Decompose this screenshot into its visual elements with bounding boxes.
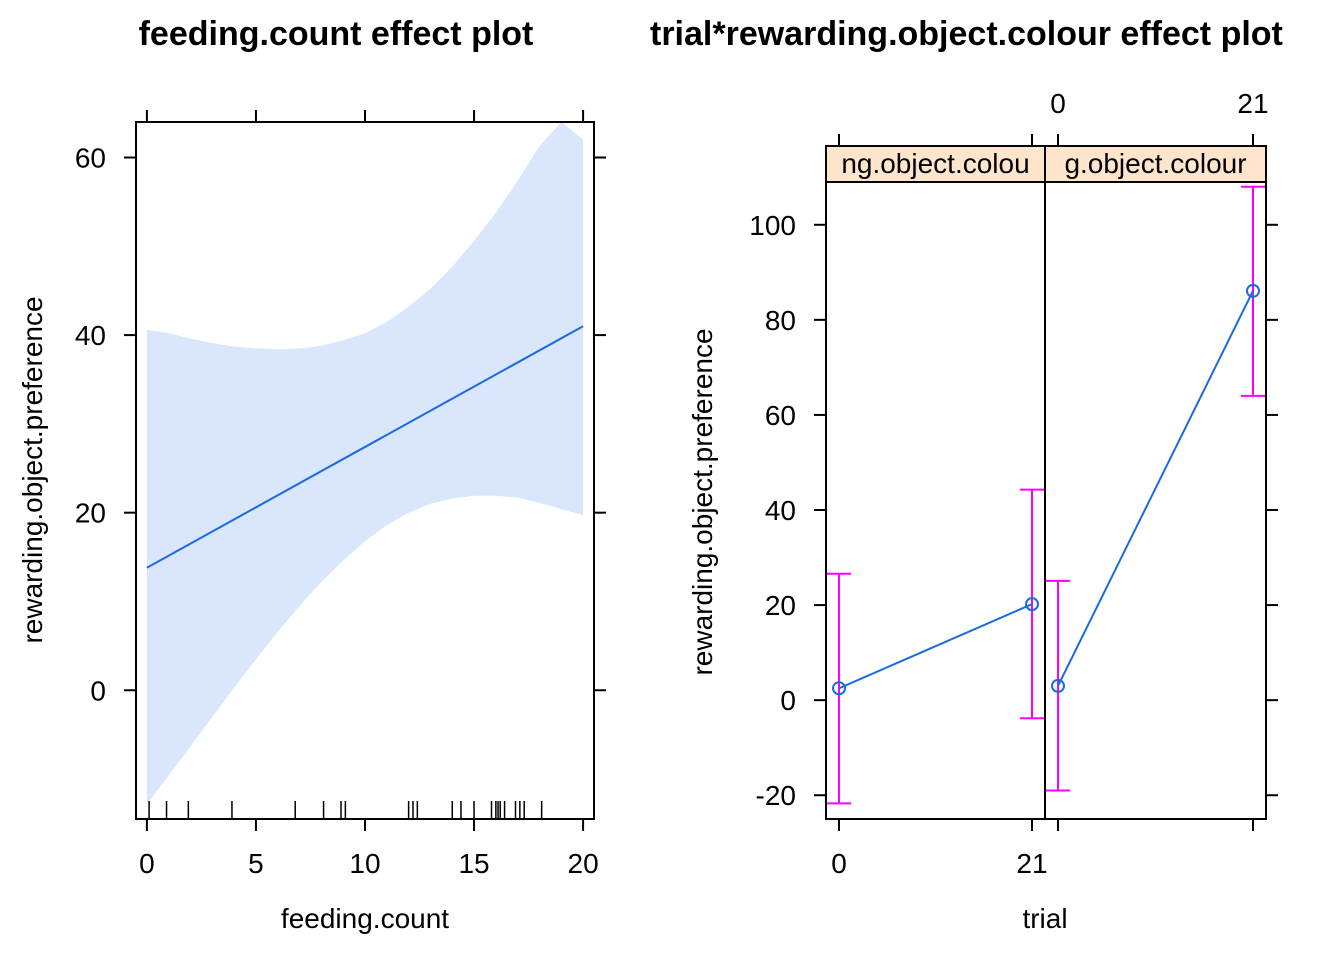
x-tick-label-top: 0 <box>1050 88 1066 119</box>
right-x-axis-label: trial <box>1022 903 1067 934</box>
panel-1: ng.object.colou 0 21 <box>825 134 1048 879</box>
panel-frame <box>1044 181 1267 820</box>
effect-line <box>146 325 584 569</box>
y-tick-label: 60 <box>765 400 796 431</box>
left-x-axis-label: feeding.count <box>281 903 449 934</box>
effect-line <box>838 603 1033 690</box>
left-x-axis: 0 5 10 15 20 <box>139 110 599 879</box>
x-tick-label-top: 21 <box>1237 88 1268 119</box>
data-point <box>832 681 846 696</box>
y-tick-label: 20 <box>765 590 796 621</box>
y-tick-label: 80 <box>765 305 796 336</box>
y-tick-label: -20 <box>756 780 796 811</box>
rug-layer <box>148 801 543 819</box>
y-tick-label: 0 <box>780 685 796 716</box>
strip-label: g.object.colour <box>1064 148 1246 179</box>
y-tick-label: 40 <box>765 495 796 526</box>
y-tick-label: 100 <box>749 210 796 241</box>
y-tick-label: 60 <box>75 143 106 174</box>
strip-label: ng.object.colou <box>841 148 1029 179</box>
y-tick-label: 0 <box>90 675 106 706</box>
effect-line-layer <box>146 325 584 569</box>
trial-colour-effect-plot: trial*rewarding.object.colour effect plo… <box>650 15 1283 934</box>
x-tick-label: 21 <box>1016 848 1047 879</box>
x-tick-label: 15 <box>458 848 489 879</box>
left-y-axis: 0 20 40 60 <box>75 143 606 706</box>
data-point <box>1246 283 1260 298</box>
x-tick-label: 0 <box>831 848 847 879</box>
y-tick-label: 20 <box>75 498 106 529</box>
y-tick-label: 40 <box>75 320 106 351</box>
confidence-band-layer <box>146 122 584 804</box>
right-chart-title: trial*rewarding.object.colour effect plo… <box>650 15 1283 53</box>
panel-frame <box>825 181 1046 820</box>
left-y-axis-label: rewarding.object.preference <box>17 296 48 643</box>
data-point <box>1025 597 1039 612</box>
left-chart-title: feeding.count effect plot <box>139 15 534 53</box>
x-tick-label: 0 <box>139 848 155 879</box>
strip-background <box>825 145 1046 183</box>
effect-line <box>1057 290 1254 687</box>
panel-2: g.object.colour 0 21 <box>1044 88 1269 831</box>
x-tick-label: 5 <box>248 848 264 879</box>
confidence-band <box>146 122 584 804</box>
data-point <box>1051 678 1065 693</box>
x-tick-label: 10 <box>349 848 380 879</box>
right-panels: ng.object.colou 0 21 g.object.colour 0 21 <box>825 88 1269 879</box>
x-tick-label: 20 <box>568 848 599 879</box>
feeding-count-effect-plot: feeding.count effect plot 0 5 10 15 20 0 20 40… <box>17 15 606 934</box>
right-y-axis-label: rewarding.object.preference <box>687 328 718 675</box>
right-y-axis: -20 0 20 40 60 80 100 <box>749 210 1278 811</box>
